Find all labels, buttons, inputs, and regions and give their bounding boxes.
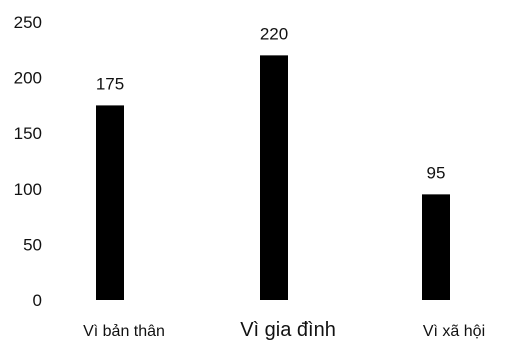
y-axis-tick-labels: 0 50 100 150 200 250	[14, 13, 42, 310]
y-tick-label-250: 250	[14, 13, 42, 32]
category-label-1: Vì bản thân	[83, 323, 165, 340]
y-tick-label-50: 50	[23, 235, 42, 254]
data-label-1: 175	[96, 74, 124, 93]
category-labels: Vì bản thân Vì gia đình Vì xã hội	[83, 319, 485, 341]
data-labels: 175 220 95	[96, 24, 446, 182]
bar-1	[96, 105, 124, 301]
category-label-3: Vì xã hội	[423, 323, 485, 340]
y-tick-label-100: 100	[14, 180, 42, 199]
bar-3	[422, 194, 450, 300]
category-label-2: Vì gia đình	[240, 319, 336, 341]
bar-2	[260, 55, 288, 300]
y-tick-label-150: 150	[14, 124, 42, 143]
y-tick-label-200: 200	[14, 69, 42, 88]
y-tick-label-0: 0	[33, 291, 42, 310]
data-label-3: 95	[427, 163, 446, 182]
bars	[96, 55, 450, 301]
data-label-2: 220	[260, 24, 288, 43]
